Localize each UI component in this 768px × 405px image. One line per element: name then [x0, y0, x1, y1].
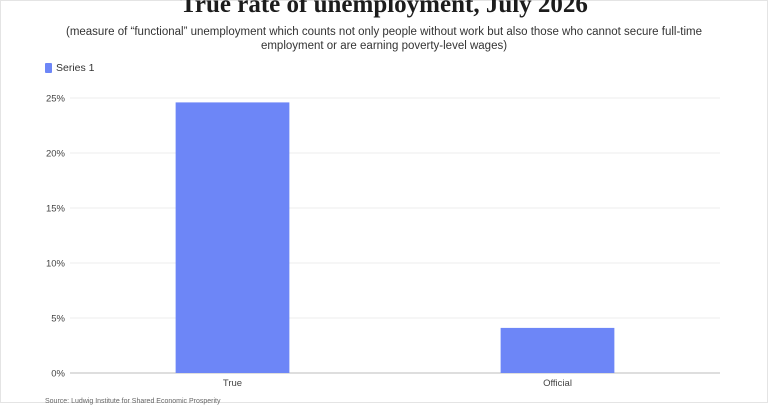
y-tick-label: 10% [46, 259, 66, 270]
y-tick-label: 20% [46, 149, 66, 160]
chart-legend: Series 1 [45, 62, 95, 74]
x-tick-label: True [223, 378, 242, 389]
x-tick-label: Official [543, 378, 572, 389]
y-tick-label: 0% [51, 369, 65, 380]
chart-title: True rate of unemployment, July 2026 [180, 0, 588, 18]
y-tick-label: 15% [46, 204, 66, 215]
legend-swatch-series-1 [45, 63, 52, 73]
bar [175, 102, 290, 374]
bar [500, 327, 615, 373]
y-tick-label: 25% [46, 94, 66, 105]
source-note: Source: Ludwig Institute for Shared Econ… [45, 398, 221, 405]
chart-subtitle: (measure of “functional” unemployment wh… [65, 26, 703, 52]
legend-label-series-1: Series 1 [56, 62, 95, 74]
y-tick-label: 5% [51, 314, 65, 325]
